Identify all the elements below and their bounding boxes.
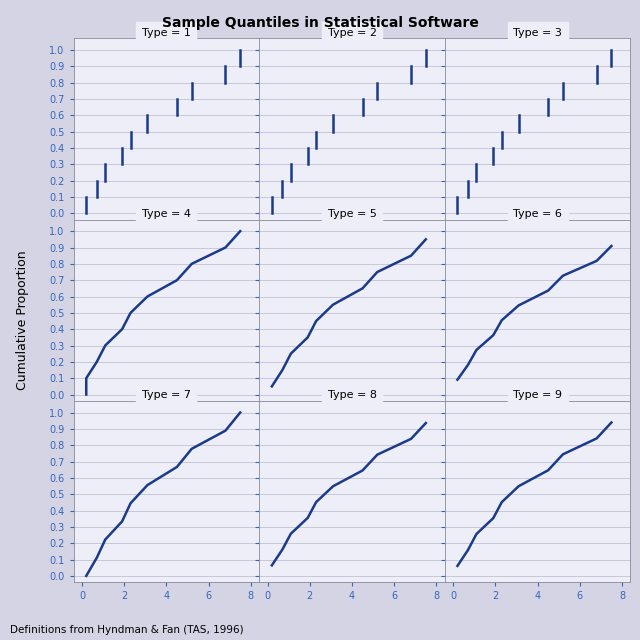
Text: Definitions from Hyndman & Fan (TAS, 1996): Definitions from Hyndman & Fan (TAS, 199… xyxy=(10,625,243,635)
Title: Type = 3: Type = 3 xyxy=(513,28,562,38)
Title: Type = 4: Type = 4 xyxy=(142,209,191,219)
Title: Type = 8: Type = 8 xyxy=(328,390,376,400)
Title: Type = 1: Type = 1 xyxy=(142,28,191,38)
Title: Type = 6: Type = 6 xyxy=(513,209,562,219)
Title: Type = 9: Type = 9 xyxy=(513,390,562,400)
Text: Cumulative Proportion: Cumulative Proportion xyxy=(16,250,29,390)
Title: Type = 2: Type = 2 xyxy=(328,28,376,38)
Title: Type = 5: Type = 5 xyxy=(328,209,376,219)
Title: Type = 7: Type = 7 xyxy=(142,390,191,400)
Text: Sample Quantiles in Statistical Software: Sample Quantiles in Statistical Software xyxy=(161,16,479,30)
